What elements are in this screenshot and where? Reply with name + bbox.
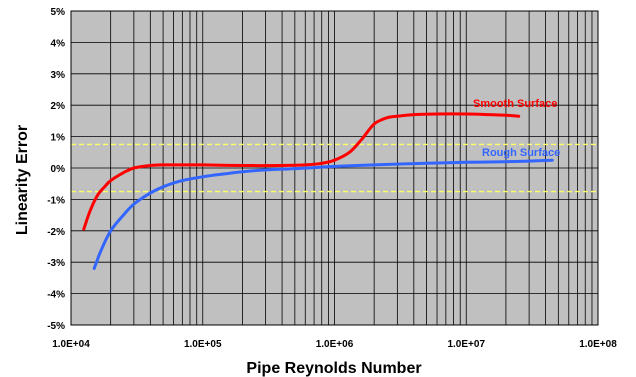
x-tick-label: 1.0E+08 bbox=[579, 339, 617, 350]
y-tick-label: 3% bbox=[51, 70, 66, 81]
y-tick-label: -3% bbox=[47, 258, 65, 269]
y-tick-label: 2% bbox=[51, 101, 66, 112]
series-lines bbox=[82, 112, 554, 270]
plot-border bbox=[70, 10, 599, 326]
y-tick-label: -1% bbox=[47, 195, 65, 206]
y-tick-label: 1% bbox=[51, 133, 66, 144]
y-tick-labels: 5% 4% 3% 2% 1% 0% -1% -2% -3% -4% -5% bbox=[47, 7, 65, 332]
series-line-smooth-surface bbox=[82, 112, 521, 231]
y-tick-label: 0% bbox=[51, 164, 66, 175]
x-tick-label: 1.0E+04 bbox=[52, 339, 90, 350]
series-label-smooth-surface: Smooth Surface bbox=[473, 98, 557, 110]
x-tick-labels: 1.0E+04 1.0E+05 1.0E+06 1.0E+07 1.0E+08 bbox=[52, 339, 617, 350]
y-tick-label: -5% bbox=[47, 321, 65, 332]
x-tick-label: 1.0E+06 bbox=[316, 339, 354, 350]
y-tick-label: 4% bbox=[51, 38, 66, 49]
series-labels: Smooth Surface Rough Surface bbox=[473, 98, 560, 159]
series-line-rough-surface bbox=[92, 158, 554, 270]
y-axis-title: Linearity Error bbox=[14, 125, 31, 235]
y-tick-label: 5% bbox=[51, 7, 66, 18]
series-label-rough-surface: Rough Surface bbox=[482, 147, 560, 159]
y-tick-label: -2% bbox=[47, 227, 65, 238]
x-tick-label: 1.0E+05 bbox=[184, 339, 222, 350]
x-axis-title: Pipe Reynolds Number bbox=[246, 360, 421, 377]
x-tick-label: 1.0E+07 bbox=[447, 339, 485, 350]
y-tick-label: -4% bbox=[47, 290, 65, 301]
